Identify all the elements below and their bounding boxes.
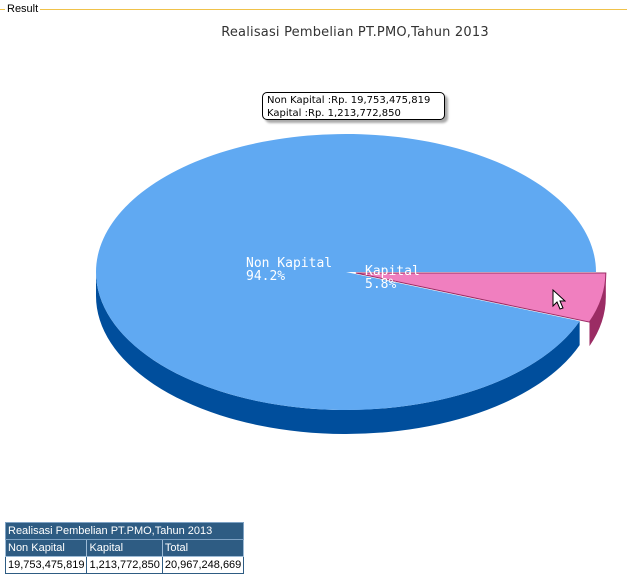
summary-table-caption: Realisasi Pembelian PT.PMO,Tahun 2013 [4,522,245,540]
slice-label-kapital: Kapital 5.8% [365,265,420,291]
summary-header-non-kapital: Non Kapital [4,539,88,557]
slice-side-kapital [589,272,606,347]
slice-percent-non-kapital: 94.2% [246,269,286,284]
summary-value-non-kapital: 19,753,475,819 [4,556,88,574]
result-fieldset-border [0,9,627,10]
tooltip-line-kapital: Kapital :Rp. 1,213,772,850 [267,108,401,119]
summary-value-kapital: 1,213,772,850 [86,556,163,574]
summary-value-total: 20,967,248,669 [161,556,245,574]
slice-kapital[interactable] [355,272,607,323]
chart-title: Realisasi Pembelian PT.PMO,Tahun 2013 [221,25,489,40]
slice-percent-kapital: 5.8% [365,277,397,292]
slice-name-kapital: Kapital [365,264,420,279]
mouse-cursor-icon [552,289,566,310]
slice-label-non-kapital: Non Kapital 94.2% [246,257,332,283]
slice-side-non-kapital [96,272,580,435]
summary-header-total: Total [161,539,245,557]
summary-table: Realisasi Pembelian PT.PMO,Tahun 2013 No… [4,522,245,574]
slice-name-non-kapital: Non Kapital [246,256,333,271]
pie-chart [96,134,607,435]
summary-header-kapital: Kapital [86,539,163,557]
tooltip-line-non-kapital: Non Kapital :Rp. 19,753,475,819 [267,95,431,106]
result-legend: Result [5,3,41,15]
slice-non-kapital[interactable] [96,134,597,411]
chart-tooltip: Non Kapital :Rp. 19,753,475,819 Kapital … [262,92,445,120]
